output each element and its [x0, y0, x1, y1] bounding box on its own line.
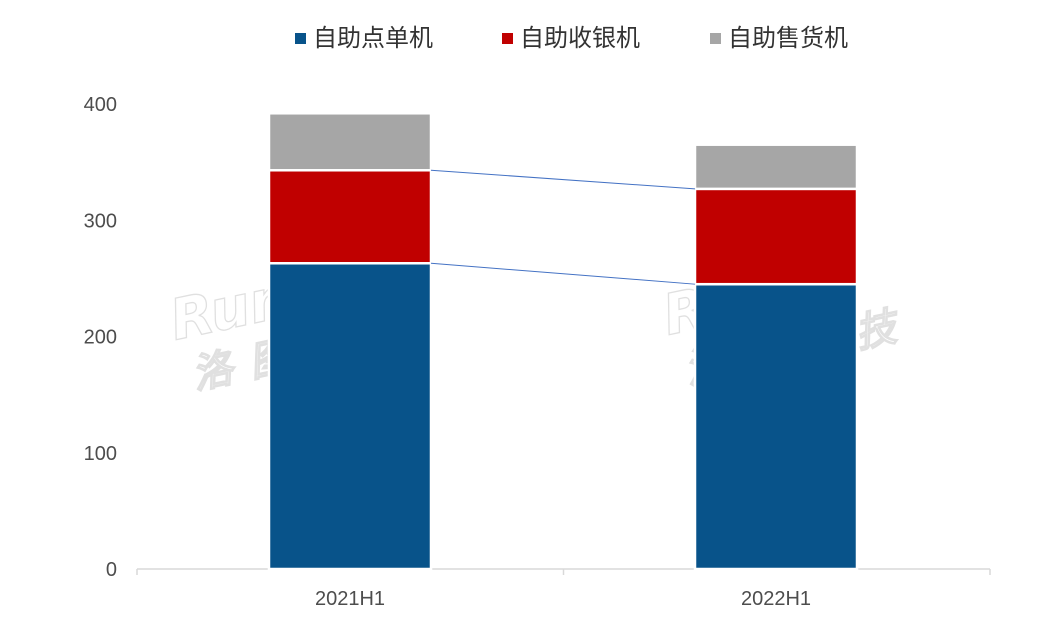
legend-swatch — [502, 33, 513, 44]
bars-layer — [267, 112, 859, 571]
connector-lines-layer — [430, 169, 696, 285]
bar-segment-2021H1-0 — [267, 262, 433, 571]
legend: 自助点单机 自助收银机 自助售货机 — [295, 24, 848, 52]
bar-segment-2022H1-0 — [693, 282, 859, 571]
y-tick-label: 200 — [84, 327, 117, 349]
legend-item: 自助售货机 — [710, 24, 848, 52]
legend-label: 自助收银机 — [520, 24, 640, 52]
x-tick-label: 2021H1 — [315, 588, 385, 610]
x-tick-label: 2022H1 — [741, 588, 811, 610]
y-tick-label: 100 — [84, 443, 117, 465]
legend-item: 自助收银机 — [502, 24, 640, 52]
legend-swatch — [710, 33, 721, 44]
y-tick-label: 300 — [84, 210, 117, 232]
legend-item: 自助点单机 — [295, 24, 433, 52]
y-tick-label: 0 — [106, 559, 117, 581]
y-tick-label: 400 — [84, 94, 117, 116]
bar-segment-2021H1-1 — [267, 169, 433, 265]
connector-line — [430, 169, 696, 190]
bar-segment-2022H1-1 — [693, 187, 859, 286]
bar-segment-2021H1-2 — [267, 112, 433, 172]
legend-label: 自助售货机 — [728, 24, 848, 52]
connector-line — [430, 262, 696, 285]
legend-label: 自助点单机 — [313, 24, 433, 52]
legend-swatch — [295, 33, 306, 44]
bar-segment-2022H1-2 — [693, 143, 859, 191]
